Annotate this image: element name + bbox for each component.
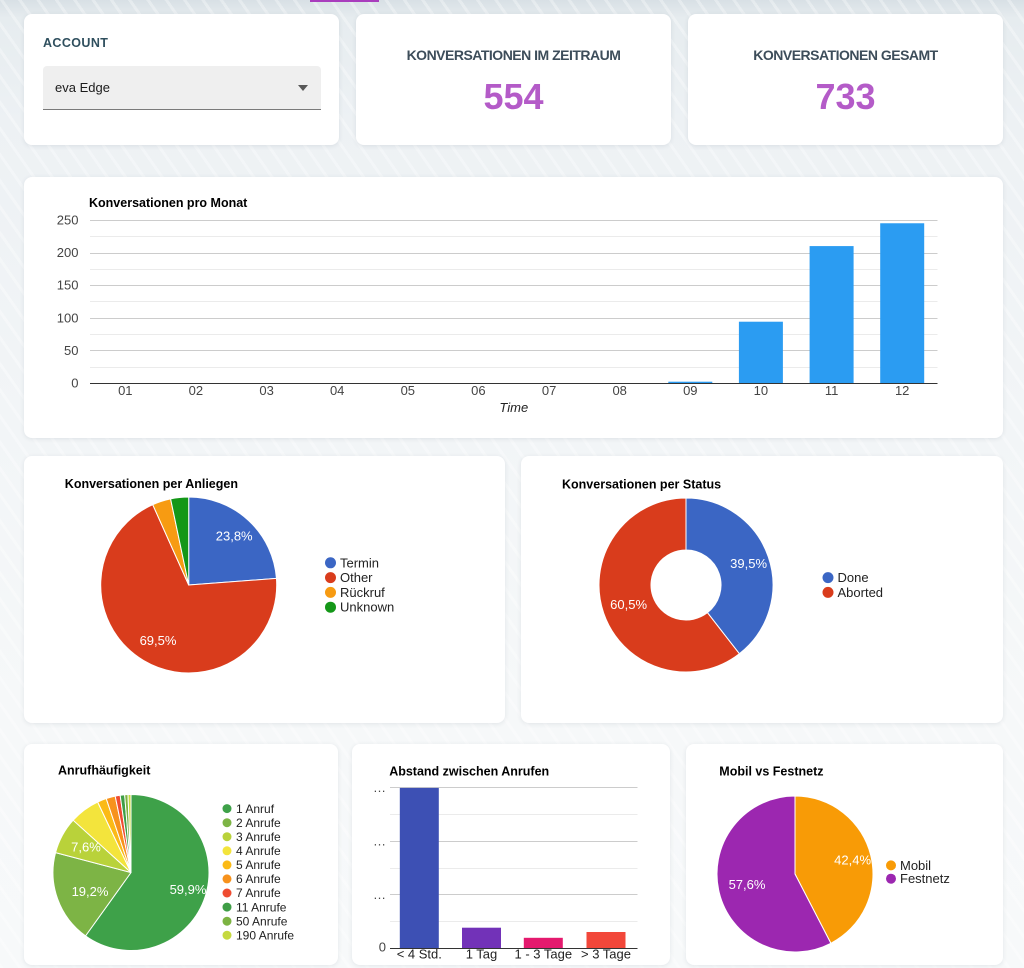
svg-text:02: 02 xyxy=(189,383,203,398)
svg-text:Other: Other xyxy=(340,570,373,585)
svg-text:10: 10 xyxy=(754,383,768,398)
svg-text:04: 04 xyxy=(330,383,344,398)
svg-text:150: 150 xyxy=(57,278,79,293)
svg-text:08: 08 xyxy=(612,383,626,398)
svg-text:Time: Time xyxy=(499,400,528,415)
svg-text:7 Anrufe: 7 Anrufe xyxy=(236,886,281,900)
svg-text:Unknown: Unknown xyxy=(340,600,394,615)
svg-text:Konversationen per Anliegen: Konversationen per Anliegen xyxy=(65,477,238,491)
svg-text:01: 01 xyxy=(118,383,132,398)
svg-text:Abstand zwischen Anrufen: Abstand zwischen Anrufen xyxy=(389,764,549,778)
svg-text:1 Anruf: 1 Anruf xyxy=(236,802,275,816)
svg-text:50 Anrufe: 50 Anrufe xyxy=(236,914,288,928)
svg-text:5 Anrufe: 5 Anrufe xyxy=(236,858,281,872)
svg-text:4 Anrufe: 4 Anrufe xyxy=(236,844,281,858)
svg-text:09: 09 xyxy=(683,383,697,398)
svg-text:1 - 3 Tage: 1 - 3 Tage xyxy=(515,947,573,962)
svg-text:0: 0 xyxy=(71,376,78,391)
svg-text:Mobil vs Festnetz: Mobil vs Festnetz xyxy=(719,765,823,779)
svg-text:Konversationen per Status: Konversationen per Status xyxy=(562,478,721,492)
svg-text:Mobil: Mobil xyxy=(900,858,931,873)
svg-text:250: 250 xyxy=(57,213,79,228)
svg-text:…: … xyxy=(373,833,386,848)
svg-text:Anrufhäufigkeit: Anrufhäufigkeit xyxy=(58,764,151,778)
svg-text:100: 100 xyxy=(57,310,79,325)
svg-text:11: 11 xyxy=(825,383,839,398)
svg-text:…: … xyxy=(373,887,386,902)
svg-text:60,5%: 60,5% xyxy=(610,597,647,612)
svg-text:> 3 Tage: > 3 Tage xyxy=(581,947,631,962)
svg-text:0: 0 xyxy=(379,940,386,955)
svg-text:200: 200 xyxy=(57,245,79,260)
svg-text:12: 12 xyxy=(895,383,909,398)
svg-text:11 Anrufe: 11 Anrufe xyxy=(236,900,287,914)
svg-text:69,5%: 69,5% xyxy=(140,633,177,648)
svg-text:07: 07 xyxy=(542,383,556,398)
svg-text:7,6%: 7,6% xyxy=(71,840,101,855)
svg-text:59,9%: 59,9% xyxy=(170,882,207,897)
svg-text:< 4 Std.: < 4 Std. xyxy=(397,947,442,962)
svg-text:Konversationen pro Monat: Konversationen pro Monat xyxy=(89,196,248,210)
svg-text:Done: Done xyxy=(838,570,869,585)
svg-text:190 Anrufe: 190 Anrufe xyxy=(236,928,294,942)
svg-text:3 Anrufe: 3 Anrufe xyxy=(236,830,281,844)
svg-text:Aborted: Aborted xyxy=(838,585,884,600)
svg-text:1 Tag: 1 Tag xyxy=(466,947,498,962)
svg-text:39,5%: 39,5% xyxy=(730,556,767,571)
svg-text:6 Anrufe: 6 Anrufe xyxy=(236,872,281,886)
svg-text:2 Anrufe: 2 Anrufe xyxy=(236,816,281,830)
svg-text:06: 06 xyxy=(471,383,485,398)
svg-text:23,8%: 23,8% xyxy=(216,529,253,544)
svg-text:57,6%: 57,6% xyxy=(729,877,766,892)
svg-text:03: 03 xyxy=(259,383,273,398)
svg-text:Termin: Termin xyxy=(340,555,379,570)
svg-text:…: … xyxy=(373,780,386,795)
svg-text:Rückruf: Rückruf xyxy=(340,585,385,600)
svg-text:19,2%: 19,2% xyxy=(72,884,109,899)
svg-text:05: 05 xyxy=(401,383,415,398)
svg-text:50: 50 xyxy=(64,343,78,358)
svg-text:42,4%: 42,4% xyxy=(834,853,871,868)
svg-text:Festnetz: Festnetz xyxy=(900,871,950,886)
